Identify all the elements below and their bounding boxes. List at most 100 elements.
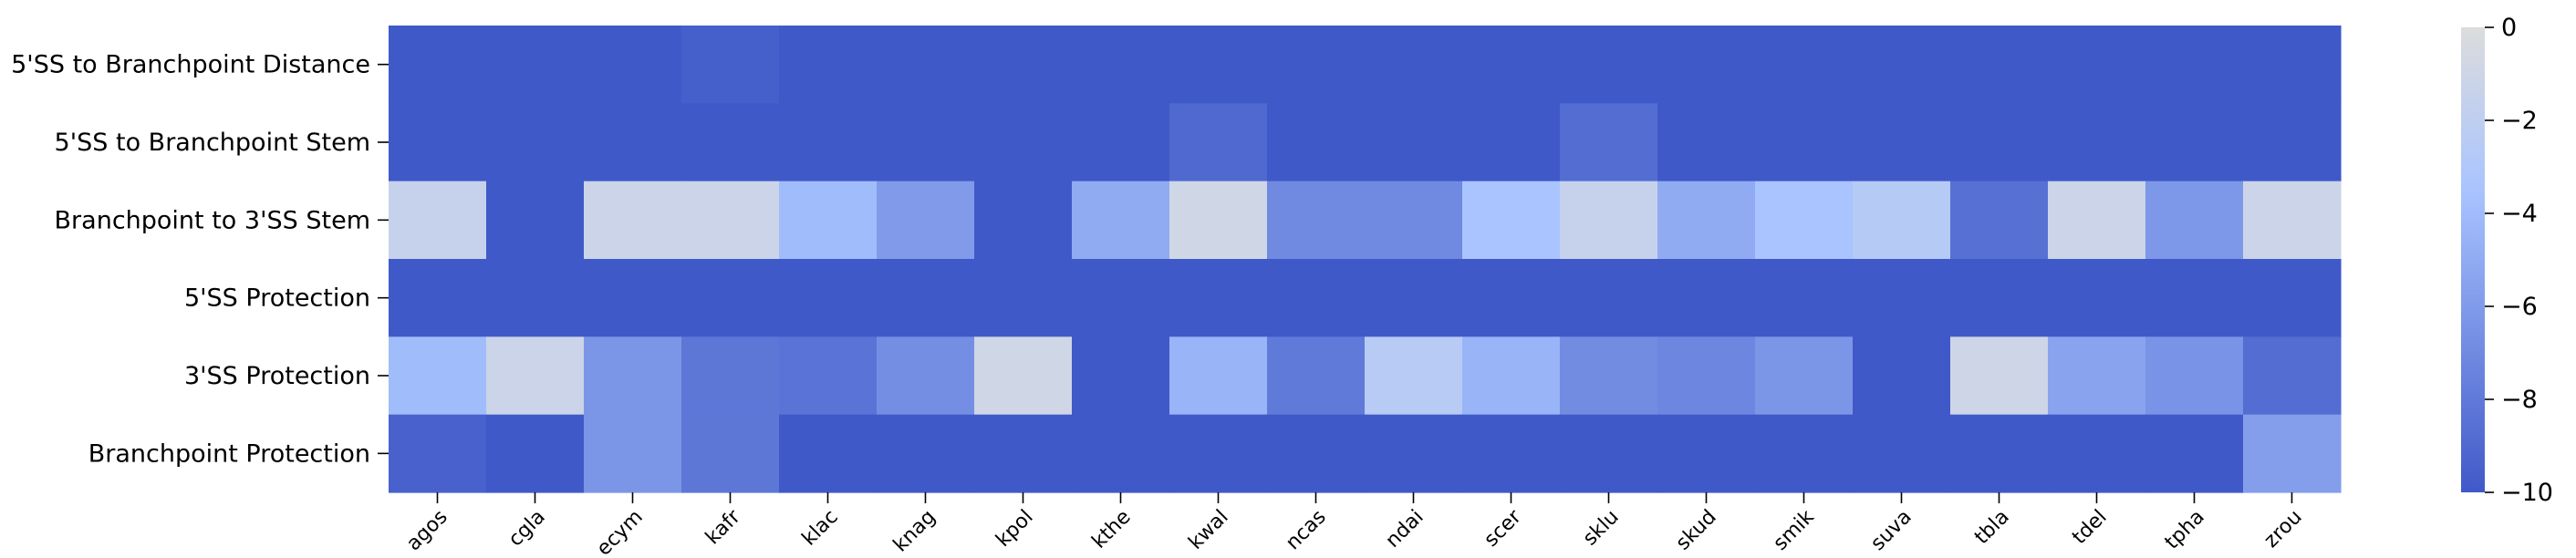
heatmap-cell bbox=[2243, 103, 2342, 182]
column-label: kthe bbox=[1088, 506, 1136, 553]
heatmap-cell bbox=[486, 336, 585, 416]
colorbar-tick-label: −10 bbox=[2501, 479, 2553, 507]
column-label: smik bbox=[1769, 505, 1818, 554]
column-label: tdel bbox=[2068, 506, 2112, 550]
heatmap-cell bbox=[1267, 26, 1366, 104]
heatmap-cell bbox=[1072, 26, 1170, 104]
heatmap-cell bbox=[1267, 103, 1366, 182]
heatmap-cell bbox=[2145, 181, 2244, 260]
heatmap-cell bbox=[2145, 414, 2244, 493]
heatmap-cell bbox=[1657, 181, 1756, 260]
heatmap-cell bbox=[1755, 259, 1854, 337]
heatmap-cell bbox=[1950, 181, 2049, 260]
heatmap-cell bbox=[1755, 336, 1854, 416]
heatmap-cell bbox=[1950, 336, 2049, 416]
heatmap-cell bbox=[681, 259, 780, 337]
heatmap-cell bbox=[2048, 336, 2146, 416]
heatmap-cell bbox=[1365, 414, 1463, 493]
heatmap-cell bbox=[1755, 103, 1854, 182]
heatmap-cell bbox=[1755, 181, 1854, 260]
heatmap-cell bbox=[877, 259, 975, 337]
heatmap-cell bbox=[681, 336, 780, 416]
heatmap-cell bbox=[1657, 259, 1756, 337]
heatmap-cell bbox=[2145, 336, 2244, 416]
heatmap-cell bbox=[1365, 336, 1463, 416]
column-label: suva bbox=[1866, 506, 1916, 555]
heatmap-cell bbox=[584, 336, 682, 416]
heatmap-cell bbox=[1950, 414, 2049, 493]
row-labels: 5'SS to Branchpoint Distance 5'SS to Bran… bbox=[11, 51, 389, 468]
row-label: Branchpoint Protection bbox=[88, 439, 370, 468]
heatmap-cell bbox=[1365, 259, 1463, 337]
heatmap-cell bbox=[1755, 26, 1854, 104]
column-label: sklu bbox=[1579, 506, 1624, 551]
heatmap-cell bbox=[1169, 181, 1268, 260]
heatmap-cell bbox=[1657, 26, 1756, 104]
heatmap-cell bbox=[1853, 336, 1951, 416]
row-label: 5'SS to Branchpoint Stem bbox=[55, 129, 370, 157]
heatmap-cell bbox=[2145, 26, 2244, 104]
heatmap-cell bbox=[681, 103, 780, 182]
heatmap-cell bbox=[486, 414, 585, 493]
heatmap-cell bbox=[974, 181, 1073, 260]
heatmap-cell bbox=[1072, 336, 1170, 416]
heatmap-cell bbox=[877, 414, 975, 493]
heatmap-cell bbox=[877, 336, 975, 416]
heatmap-cell bbox=[974, 103, 1073, 182]
column-label: zrou bbox=[2259, 506, 2306, 553]
heatmap-cell bbox=[779, 414, 878, 493]
row-label: 5'SS Protection bbox=[184, 284, 370, 313]
colorbar-tick-label: −2 bbox=[2501, 107, 2538, 135]
heatmap-cell bbox=[779, 103, 878, 182]
row-label: Branchpoint to 3'SS Stem bbox=[55, 206, 370, 234]
heatmap-cell bbox=[681, 181, 780, 260]
heatmap-cell bbox=[1365, 26, 1463, 104]
heatmap-cell bbox=[1853, 181, 1951, 260]
heatmap-cell bbox=[1462, 336, 1561, 416]
heatmap-cell bbox=[1072, 414, 1170, 493]
heatmap-cell bbox=[1657, 103, 1756, 182]
heatmap-cell bbox=[1657, 414, 1756, 493]
column-label: agos bbox=[402, 506, 452, 556]
heatmap-cell bbox=[389, 414, 487, 493]
colorbar-tick-label: −8 bbox=[2501, 386, 2538, 414]
heatmap-cell bbox=[1267, 181, 1366, 260]
heatmap-cell bbox=[1755, 414, 1854, 493]
heatmap-cell bbox=[779, 181, 878, 260]
heatmap-cell bbox=[1169, 336, 1268, 416]
heatmap-cell bbox=[1853, 414, 1951, 493]
heatmap-cell bbox=[1560, 414, 1658, 493]
heatmap-cell bbox=[1853, 26, 1951, 104]
heatmap-cell bbox=[877, 26, 975, 104]
heatmap-cell bbox=[1560, 259, 1658, 337]
heatmap-cell bbox=[1657, 336, 1756, 416]
heatmap-cell bbox=[1072, 259, 1170, 337]
column-label: ecym bbox=[593, 506, 648, 558]
heatmap-cell bbox=[1169, 26, 1268, 104]
heatmap-cell bbox=[2145, 103, 2244, 182]
heatmap-cell bbox=[2048, 414, 2146, 493]
heatmap-cell bbox=[1462, 26, 1561, 104]
heatmap-cell bbox=[1560, 26, 1658, 104]
heatmap-cell bbox=[1169, 414, 1268, 493]
column-label: knag bbox=[889, 506, 940, 557]
heatmap-cell bbox=[1365, 103, 1463, 182]
heatmap-cell bbox=[779, 26, 878, 104]
heatmap-cell bbox=[2243, 414, 2342, 493]
row-label: 5'SS to Branchpoint Distance bbox=[11, 51, 370, 79]
heatmap-cell bbox=[2048, 181, 2146, 260]
column-label: tbla bbox=[1970, 506, 2014, 550]
heatmap-cell bbox=[486, 259, 585, 337]
heatmap-cell bbox=[1462, 181, 1561, 260]
heatmap-cell bbox=[877, 181, 975, 260]
column-label: ncas bbox=[1282, 506, 1331, 555]
heatmap-cell bbox=[681, 414, 780, 493]
row-label: 3'SS Protection bbox=[184, 362, 370, 390]
column-label: cgla bbox=[504, 506, 550, 552]
heatmap-cell bbox=[389, 26, 487, 104]
colorbar-ticks: 0 −2 −4 −6 −8 −10 bbox=[2485, 14, 2553, 507]
heatmap-cell bbox=[779, 259, 878, 337]
heatmap-cell bbox=[1169, 259, 1268, 337]
column-label: kwal bbox=[1184, 506, 1232, 554]
